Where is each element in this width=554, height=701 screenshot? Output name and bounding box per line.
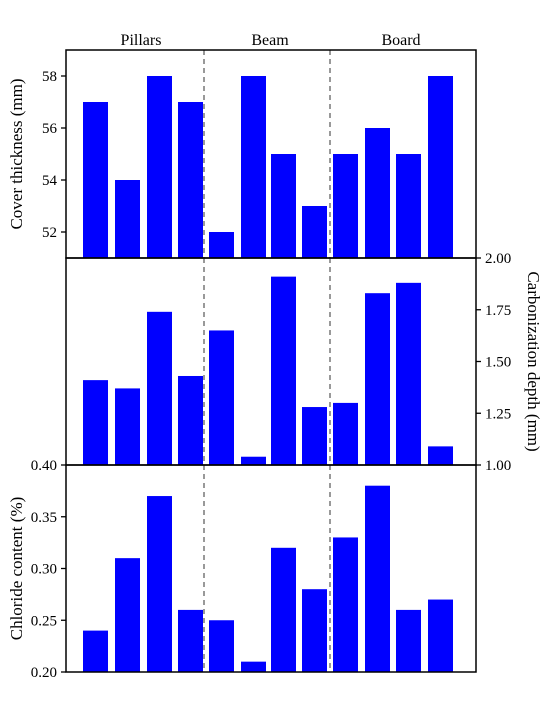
bar-cover-10 — [365, 128, 390, 258]
bar-carbonization-1 — [83, 380, 108, 465]
ytick-label-carbonization-5: 2.00 — [485, 251, 511, 267]
group-label-pillars: Pillars — [121, 32, 162, 49]
ytick-label-carbonization-4: 1.75 — [485, 303, 511, 319]
bar-cover-2 — [115, 180, 140, 258]
bar-carbonization-10 — [365, 293, 390, 465]
ytick-label-cover-4: 58 — [42, 69, 57, 85]
bar-cover-5 — [209, 232, 234, 258]
bar-carbonization-5 — [209, 330, 234, 465]
group-label-beam: Beam — [251, 32, 289, 49]
bar-chloride-10 — [365, 485, 390, 672]
bar-carbonization-2 — [115, 388, 140, 465]
bar-carbonization-12 — [428, 446, 453, 465]
bar-carbonization-3 — [147, 311, 172, 465]
bar-cover-6 — [241, 76, 266, 258]
bar-carbonization-11 — [396, 282, 421, 465]
bar-cover-8 — [302, 206, 327, 258]
bar-carbonization-4 — [178, 375, 203, 465]
ytick-label-chloride-3: 0.30 — [31, 562, 57, 578]
ylabel-cover: Cover thickness (mm) — [7, 78, 26, 229]
bar-carbonization-9 — [333, 402, 358, 465]
ytick-label-cover-1: 52 — [42, 225, 57, 241]
bar-chloride-2 — [115, 558, 140, 672]
bar-chloride-6 — [241, 661, 266, 672]
bar-chloride-12 — [428, 599, 453, 672]
bar-chloride-3 — [147, 496, 172, 672]
ytick-label-carbonization-3: 1.50 — [485, 355, 511, 371]
ytick-label-chloride-5: 0.40 — [31, 458, 57, 474]
bar-chloride-4 — [178, 609, 203, 672]
ytick-label-carbonization-2: 1.25 — [485, 406, 511, 422]
bar-carbonization-7 — [271, 276, 296, 465]
bar-chloride-8 — [302, 589, 327, 672]
bar-cover-12 — [428, 76, 453, 258]
ytick-label-chloride-2: 0.25 — [31, 613, 57, 629]
bar-carbonization-8 — [302, 407, 327, 465]
bar-chloride-1 — [83, 630, 108, 672]
bar-cover-4 — [178, 102, 203, 258]
ytick-label-carbonization-1: 1.00 — [485, 458, 511, 474]
bar-cover-7 — [271, 154, 296, 258]
ytick-label-chloride-1: 0.20 — [31, 665, 57, 681]
ytick-label-cover-3: 56 — [42, 121, 58, 137]
bar-chloride-5 — [209, 620, 234, 672]
bar-cover-9 — [333, 154, 358, 258]
bar-chloride-9 — [333, 537, 358, 672]
ylabel-carbonization: Carbonization depth (mm) — [524, 271, 543, 451]
bar-carbonization-6 — [241, 456, 266, 465]
group-label-board: Board — [381, 32, 420, 49]
bar-cover-3 — [147, 76, 172, 258]
bar-chloride-11 — [396, 609, 421, 672]
ylabel-chloride: Chloride content (%) — [7, 497, 26, 641]
ytick-label-cover-2: 54 — [42, 173, 58, 189]
bar-cover-11 — [396, 154, 421, 258]
bar-chloride-7 — [271, 547, 296, 672]
bar-cover-1 — [83, 102, 108, 258]
ytick-label-chloride-4: 0.35 — [31, 510, 57, 526]
